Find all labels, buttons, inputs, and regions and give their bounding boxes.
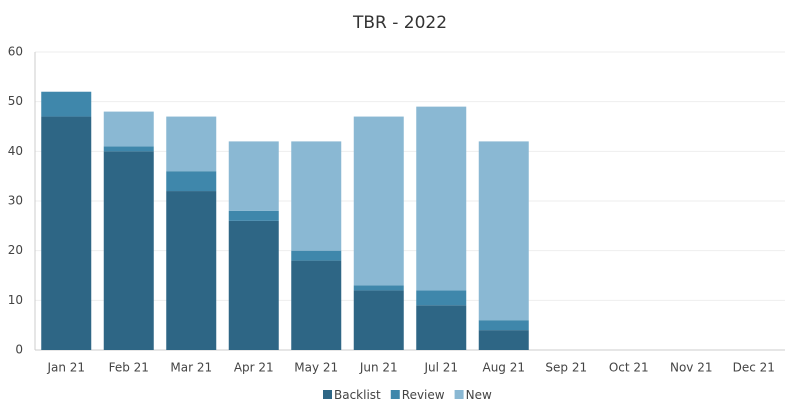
x-tick-label: Nov 21 [670, 361, 713, 375]
x-tick-label: Oct 21 [609, 361, 649, 375]
x-tick-label: Dec 21 [733, 361, 775, 375]
y-tick-label: 30 [8, 194, 23, 208]
bar-segment [478, 320, 529, 331]
bar-segment [291, 250, 342, 261]
bar-segment [291, 260, 342, 350]
bar-segment [416, 290, 467, 306]
chart-title: TBR - 2022 [352, 13, 447, 33]
bar-segment [166, 116, 217, 172]
legend-label: Backlist [334, 388, 381, 402]
x-tick-label: Jun 21 [359, 361, 398, 375]
bar-segment [353, 116, 404, 286]
bar-segment [166, 171, 217, 192]
x-tick-label: Jan 21 [46, 361, 85, 375]
bar-segment [291, 141, 342, 251]
x-tick-label: Aug 21 [482, 361, 525, 375]
x-tick-label: Apr 21 [234, 361, 274, 375]
bar-segment [478, 330, 529, 350]
y-tick-label: 10 [8, 293, 23, 307]
y-tick-label: 60 [8, 45, 23, 59]
x-tick-label: Mar 21 [170, 361, 212, 375]
bar-segment [416, 106, 467, 291]
bar-segment [103, 151, 154, 350]
bar-segment [353, 290, 404, 350]
bar-segment [41, 91, 92, 117]
y-tick-label: 50 [8, 94, 23, 108]
bar-segment [41, 116, 92, 350]
y-tick-label: 20 [8, 243, 23, 257]
x-tick-label: Sep 21 [545, 361, 587, 375]
y-tick-label: 40 [8, 144, 23, 158]
bar-segment [228, 141, 279, 211]
bar-segment [166, 191, 217, 350]
x-tick-label: Jul 21 [423, 361, 458, 375]
bar-segment [103, 111, 154, 147]
bar-segment [416, 305, 467, 350]
legend-swatch [454, 390, 464, 399]
x-tick-label: May 21 [294, 361, 338, 375]
y-tick-label: 0 [15, 343, 23, 357]
legend-swatch [323, 390, 332, 399]
bar-segment [478, 141, 529, 321]
bar-segment [103, 146, 154, 152]
legend-label: New [466, 388, 492, 402]
bar-segment [228, 220, 279, 350]
legend-swatch [390, 390, 400, 399]
bar-segment [228, 210, 279, 221]
bar-segment [353, 285, 404, 291]
legend-label: Review [402, 388, 445, 402]
x-tick-label: Feb 21 [109, 361, 149, 375]
